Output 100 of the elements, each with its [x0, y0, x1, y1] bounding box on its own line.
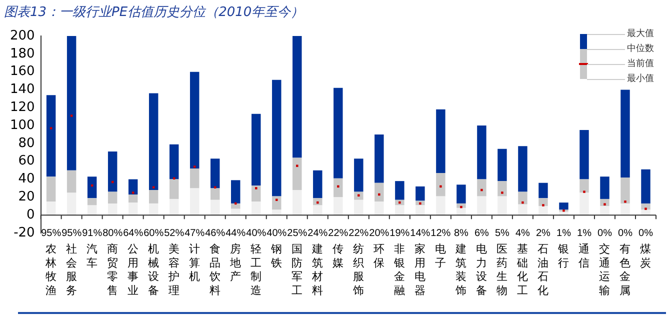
annotation: 20% — [369, 228, 390, 239]
annotation: 14% — [410, 228, 430, 239]
bar — [395, 200, 404, 206]
bar — [190, 72, 200, 169]
bar — [292, 190, 302, 216]
bar — [108, 152, 118, 192]
bar — [416, 186, 425, 201]
bar — [416, 205, 425, 216]
annotation: 95% — [62, 228, 82, 239]
bar — [148, 93, 158, 190]
annotation: 中位数 — [627, 44, 654, 54]
bar — [190, 188, 200, 216]
x-tick-label: 轻工制造 — [250, 242, 262, 297]
bar — [292, 158, 302, 190]
bar — [354, 158, 364, 192]
bar — [518, 192, 528, 204]
bar — [498, 196, 507, 216]
annotation: 40% — [246, 228, 266, 239]
x-tick-label: 纺织服饰 — [352, 242, 364, 297]
bar — [334, 178, 343, 198]
annotation: 64% — [123, 228, 144, 239]
annotation: 22% — [328, 228, 348, 239]
point — [234, 202, 237, 205]
x-tick-label: 美容护理 — [168, 242, 180, 297]
bar — [641, 169, 650, 204]
y-tick-label: 180 — [10, 46, 35, 62]
bar — [272, 196, 282, 210]
bar — [66, 170, 76, 193]
bar — [210, 200, 220, 216]
bar — [498, 148, 507, 182]
bar — [169, 198, 179, 216]
x-tick-label: 电子 — [435, 242, 446, 270]
y-tick-label: 100 — [10, 118, 35, 133]
bar — [436, 173, 446, 196]
x-tick-label: 有色金属 — [620, 242, 631, 297]
bar — [190, 168, 200, 188]
bar — [128, 202, 138, 216]
annotation: 最大值 — [627, 29, 654, 39]
bar — [456, 208, 466, 216]
annotation: 19% — [390, 228, 410, 239]
bar — [374, 182, 384, 202]
annotation: 最小值 — [627, 74, 654, 84]
annotation: 1% — [556, 228, 572, 239]
annotation: 0% — [618, 228, 633, 239]
annotation: 5% — [494, 228, 510, 239]
bar — [292, 36, 302, 158]
x-tick-label: 交通运输 — [599, 242, 610, 297]
bar — [128, 179, 138, 194]
annotation: 47% — [184, 228, 205, 239]
x-tick-label: 房地产 — [229, 242, 242, 284]
annotation: 0% — [638, 228, 654, 239]
y-tick-label: 160 — [10, 64, 35, 80]
y-tick-label: 40 — [18, 172, 35, 187]
annotation: 80% — [102, 228, 123, 239]
bar — [600, 206, 610, 216]
bar — [313, 198, 322, 206]
bar — [600, 176, 610, 199]
annotation: 60% — [144, 228, 164, 239]
bar — [498, 181, 507, 196]
annotation: 40% — [266, 228, 287, 239]
x-tick-label: 建筑材料 — [311, 242, 324, 297]
bar — [46, 95, 56, 177]
annotation: 91% — [82, 228, 102, 239]
bar — [272, 210, 282, 216]
annotation: 52% — [164, 228, 184, 239]
annotation: 当前值 — [627, 59, 654, 69]
bar — [313, 170, 322, 198]
point — [172, 177, 176, 180]
x-tick-label: 医药生物 — [496, 242, 508, 297]
bar — [354, 192, 364, 200]
x-tick-label: 环保 — [374, 242, 385, 270]
x-tick-label: 电力设备 — [476, 242, 488, 297]
bar — [518, 146, 528, 192]
annotation: 25% — [287, 228, 308, 239]
bar — [128, 194, 138, 203]
x-tick-label: 公用事业 — [128, 242, 139, 297]
annotation: 2% — [536, 228, 551, 239]
x-tick-label: 汽车 — [86, 242, 98, 270]
y-tick-label: 0 — [26, 207, 35, 222]
bar — [436, 109, 446, 174]
x-tick-label: 农林牧渔 — [44, 242, 57, 297]
annotation: 95% — [41, 228, 62, 239]
bar — [477, 179, 486, 196]
bar — [169, 144, 179, 180]
bar — [456, 184, 466, 204]
x-tick-label: 基础化工 — [516, 242, 528, 297]
bar — [641, 210, 650, 216]
y-tick-label: 200 — [10, 28, 35, 44]
bar — [374, 202, 384, 216]
x-tick-label: 国防军工 — [292, 242, 303, 297]
y-tick-label: 140 — [10, 82, 35, 98]
bar — [87, 198, 97, 206]
annotation: 1% — [577, 228, 592, 239]
chart-title: 图表13：一级行业PE估值历史分位（2010年至今） — [4, 4, 304, 21]
bar — [334, 197, 343, 216]
bar — [108, 203, 118, 216]
y-tick-label: 60 — [18, 154, 35, 169]
bar — [87, 176, 97, 198]
bar — [252, 114, 261, 186]
bar — [334, 88, 343, 178]
